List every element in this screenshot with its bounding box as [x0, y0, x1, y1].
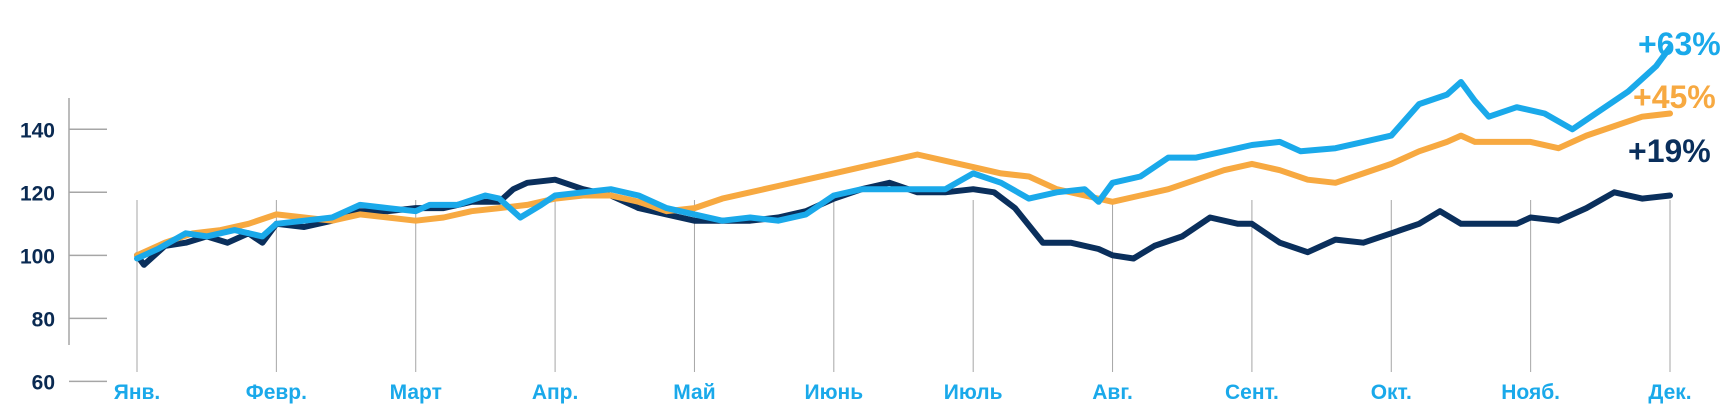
series-end-label: +63%: [1638, 26, 1721, 62]
x-tick-label: Окт.: [1371, 381, 1412, 404]
x-tick-label: Дек.: [1648, 381, 1691, 404]
y-tick-label: 60: [32, 371, 55, 394]
x-tick-label: Февр.: [246, 381, 307, 404]
x-tick-label: Авг.: [1092, 381, 1133, 404]
x-tick-label: Июнь: [805, 381, 864, 404]
x-tick-label: Март: [390, 381, 442, 404]
x-tick-label: Сент.: [1225, 381, 1279, 404]
series-end-label: +45%: [1633, 79, 1716, 115]
x-tick-label: Апр.: [532, 381, 579, 404]
series-end-label: +19%: [1628, 133, 1711, 169]
series-lines: [134, 44, 1673, 268]
y-tick-label: 120: [20, 182, 55, 205]
y-tick-label: 140: [20, 119, 55, 142]
y-axis: 60 80 100 120 140: [20, 98, 107, 394]
series-blue-line: [134, 44, 1673, 262]
x-tick-label: Июль: [944, 381, 1003, 404]
labels: Янв. Февр. Март Апр. Май Июнь Июль Авг. Сент. Окт…: [114, 26, 1721, 404]
grid-lines: [136, 200, 1671, 372]
y-tick-label: 100: [20, 245, 55, 268]
y-tick-label: 80: [32, 308, 55, 331]
series-orange-line: [134, 110, 1673, 259]
x-tick-label: Май: [673, 381, 715, 404]
x-tick-label: Нояб.: [1501, 381, 1560, 404]
x-tick-label: Янв.: [114, 381, 161, 404]
series-navy-line: [134, 176, 1673, 268]
